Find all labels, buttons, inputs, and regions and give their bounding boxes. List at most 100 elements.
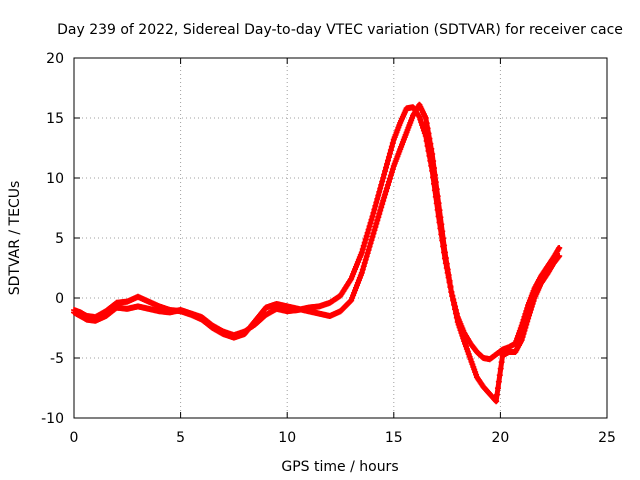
plus-marker — [369, 233, 376, 240]
plus-marker — [520, 330, 527, 337]
plus-marker — [374, 217, 381, 224]
y-tick-label: 10 — [46, 171, 64, 187]
plus-marker — [449, 293, 456, 300]
plus-marker — [382, 168, 389, 175]
plus-marker — [431, 172, 438, 179]
plus-marker — [381, 171, 388, 178]
plus-marker — [383, 164, 390, 171]
plus-marker — [371, 206, 378, 213]
plus-marker — [385, 154, 392, 161]
plus-marker — [432, 179, 439, 186]
plus-marker — [439, 228, 446, 235]
axis-ticks: 0 5 10 15 20 25 -10 -5 0 5 10 15 20 — [41, 51, 616, 446]
plus-marker — [446, 277, 453, 284]
plus-marker — [434, 193, 441, 200]
plus-marker — [429, 151, 436, 157]
plus-marker — [452, 310, 459, 317]
series-line — [72, 104, 563, 362]
plus-marker — [377, 185, 384, 192]
plus-marker — [364, 229, 371, 236]
plus-marker — [360, 263, 367, 270]
plus-marker — [442, 255, 449, 262]
plus-marker — [360, 242, 367, 249]
plus-marker — [384, 161, 391, 168]
plus-marker — [437, 214, 444, 221]
plus-marker — [521, 327, 528, 334]
plus-marker — [381, 194, 388, 201]
plus-marker — [524, 318, 531, 325]
plus-marker — [376, 188, 383, 195]
plus-marker — [443, 260, 450, 267]
plus-marker — [494, 391, 501, 398]
plus-marker — [387, 172, 394, 179]
plus-marker — [433, 186, 440, 193]
plus-marker — [370, 209, 377, 216]
plus-marker — [379, 201, 386, 208]
plus-marker — [373, 220, 380, 227]
y-tick-label: -5 — [50, 351, 64, 367]
plus-marker — [451, 301, 458, 308]
plus-marker — [527, 306, 534, 313]
plus-marker — [494, 385, 501, 392]
x-axis-label: GPS time / hours — [281, 459, 398, 475]
plus-marker — [361, 239, 368, 246]
plus-marker — [363, 253, 370, 260]
plus-marker — [384, 181, 391, 188]
plus-marker — [426, 135, 433, 142]
plus-marker — [441, 249, 448, 256]
plus-marker — [378, 204, 385, 211]
plus-marker — [380, 175, 387, 181]
plus-marker — [427, 140, 434, 147]
plus-marker — [423, 120, 430, 127]
plus-marker — [347, 298, 354, 305]
plus-marker — [450, 297, 457, 304]
plus-marker — [523, 321, 530, 328]
plus-marker — [369, 213, 376, 220]
x-tick-label: 0 — [70, 430, 79, 446]
plus-marker — [425, 130, 432, 137]
plus-marker — [382, 191, 389, 198]
plus-marker — [453, 314, 460, 321]
plus-marker — [370, 230, 377, 237]
chart-title: Day 239 of 2022, Sidereal Day-to-day VTE… — [57, 22, 623, 38]
plus-marker — [447, 283, 454, 290]
plus-marker — [435, 200, 442, 207]
plus-marker — [359, 266, 366, 273]
plus-marker — [526, 309, 533, 316]
plus-marker — [385, 178, 392, 185]
plus-marker — [377, 207, 384, 214]
plus-marker — [365, 226, 372, 233]
plus-marker — [384, 157, 391, 164]
y-tick-label: 0 — [55, 291, 64, 307]
plus-marker — [368, 237, 375, 244]
plus-marker — [444, 266, 451, 273]
plus-marker — [498, 359, 505, 366]
plus-marker — [528, 303, 535, 310]
plus-marker — [389, 140, 396, 147]
plus-marker — [518, 337, 525, 343]
plus-marker — [366, 223, 373, 230]
plus-marker — [522, 324, 529, 331]
y-tick-label: 20 — [46, 51, 64, 67]
plus-marker — [358, 249, 365, 256]
plus-marker — [367, 219, 374, 226]
plus-marker — [367, 240, 374, 247]
plus-marker — [519, 333, 526, 340]
plus-marker — [380, 197, 387, 204]
plus-marker — [366, 243, 373, 250]
y-tick-label: 5 — [55, 231, 64, 247]
plus-marker — [372, 202, 379, 209]
plus-marker — [495, 378, 502, 385]
plus-marker — [431, 165, 438, 172]
plus-marker — [363, 233, 370, 240]
y-tick-label: -10 — [41, 411, 64, 427]
y-tick-label: 15 — [46, 111, 64, 127]
plus-marker — [492, 397, 499, 404]
plus-marker — [526, 312, 533, 319]
plus-marker — [379, 178, 386, 185]
x-tick-label: 10 — [278, 430, 296, 446]
x-tick-label: 20 — [491, 430, 509, 446]
plus-marker — [362, 236, 369, 243]
plus-marker — [556, 244, 563, 251]
plus-marker — [388, 143, 395, 150]
